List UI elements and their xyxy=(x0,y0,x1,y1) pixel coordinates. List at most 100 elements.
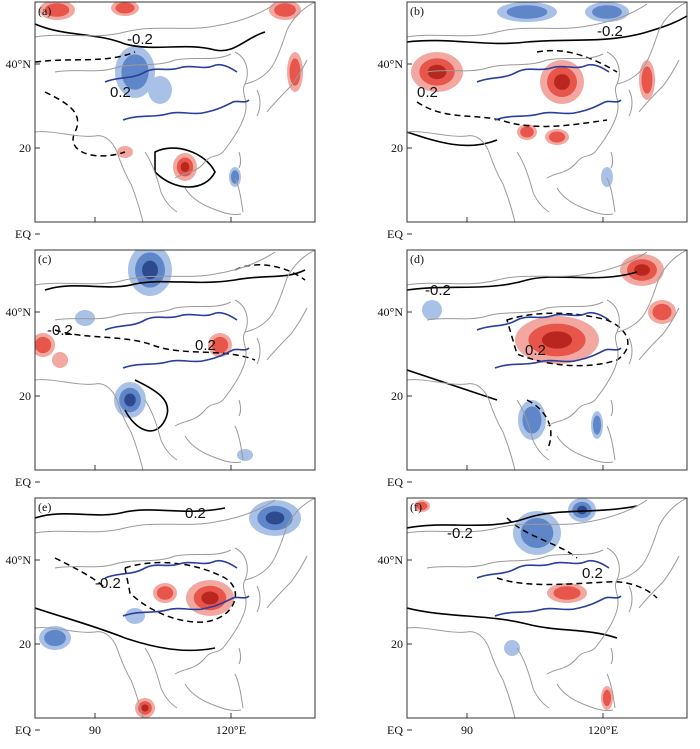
negative-anomaly-region xyxy=(237,449,253,461)
positive-contour xyxy=(407,505,638,529)
panel-frame xyxy=(406,497,688,719)
positive-anomaly-region xyxy=(639,60,655,100)
lat-label: 20 xyxy=(391,389,403,403)
positive-contour xyxy=(407,607,618,639)
positive-anomaly-region xyxy=(52,352,68,368)
positive-anomaly-region xyxy=(515,316,599,364)
panel-frame xyxy=(406,1,688,223)
positive-anomaly-region xyxy=(208,333,232,357)
panel-b: 0.2 -0.2 (b) 40°N 20 EQ xyxy=(378,1,688,241)
positive-anomaly-region xyxy=(173,153,197,181)
panel-c: 0.2 -0.2 (c) 40°N 20 EQ xyxy=(6,249,316,489)
positive-contour xyxy=(44,269,306,291)
negative-anomaly-region xyxy=(39,626,71,650)
negative-anomaly-region xyxy=(125,608,145,624)
lon-label: 120°E xyxy=(216,723,246,737)
positive-contour xyxy=(35,607,216,652)
positive-contour xyxy=(407,271,638,291)
negative-anomaly-region xyxy=(504,640,520,656)
panel-d: 0.2 -0.2 (d) 40°N 20 EQ xyxy=(378,249,688,489)
negative-anomaly-region xyxy=(128,250,172,296)
positive-anomaly-region xyxy=(39,2,75,20)
lat-label: 20 xyxy=(19,141,31,155)
positive-anomaly-region xyxy=(601,686,613,710)
positive-anomaly-region xyxy=(414,500,430,512)
lon-label: 90 xyxy=(89,723,101,737)
positive-anomaly-region xyxy=(411,52,463,92)
positive-anomaly-region xyxy=(517,124,537,140)
positive-anomaly-region xyxy=(186,580,234,616)
negative-anomaly-region xyxy=(591,411,603,439)
panel-frame xyxy=(34,1,316,223)
negative-anomaly-region xyxy=(585,2,629,22)
panel-label: (d) xyxy=(410,252,424,266)
lat-label: EQ xyxy=(387,723,403,737)
positive-contour xyxy=(407,15,687,45)
panel-frame xyxy=(406,249,688,471)
contour-label-positive: 0.2 xyxy=(195,337,216,354)
contour-label-negative: -0.2 xyxy=(127,31,153,48)
lat-label: EQ xyxy=(15,723,31,737)
lat-label: 40°N xyxy=(378,57,404,71)
positive-anomaly-region xyxy=(547,583,587,603)
lat-label: EQ xyxy=(15,475,31,489)
negative-contour xyxy=(536,49,618,73)
lat-label: 40°N xyxy=(6,57,32,71)
negative-contour xyxy=(234,264,306,281)
negative-contour xyxy=(526,399,552,451)
negative-contour xyxy=(506,517,578,559)
contour-label-negative: -0.2 xyxy=(597,23,623,40)
positive-anomaly-region xyxy=(540,60,584,104)
positive-contour xyxy=(35,507,226,519)
lon-label: 90 xyxy=(461,723,473,737)
negative-anomaly-region xyxy=(601,167,613,187)
panel-e: 0.2 -0.2 (e) 40°N 20 EQ 90 120°E xyxy=(6,497,316,737)
negative-anomaly-region xyxy=(518,400,546,440)
negative-anomaly-region xyxy=(513,511,561,555)
negative-contour xyxy=(44,91,126,157)
positive-anomaly-region xyxy=(153,583,177,603)
panel-label: (f) xyxy=(410,500,422,514)
lat-label: 20 xyxy=(19,637,31,651)
positive-contour xyxy=(124,379,169,432)
negative-contour xyxy=(416,101,608,128)
negative-contour xyxy=(54,557,106,589)
contour-label-positive: 0.2 xyxy=(110,84,131,101)
negative-anomaly-region xyxy=(115,46,155,98)
lat-label: 40°N xyxy=(6,553,32,567)
lat-label: EQ xyxy=(387,227,403,241)
positive-anomaly-region xyxy=(620,254,664,286)
lat-label: EQ xyxy=(387,475,403,489)
panel-a: 0.2 -0.2 (a) 40°N 20 EQ xyxy=(6,1,316,241)
negative-anomaly-region xyxy=(249,500,301,536)
positive-contour xyxy=(407,369,498,401)
panel-frame xyxy=(34,497,316,719)
positive-contour xyxy=(407,131,498,147)
panel-label: (b) xyxy=(410,4,424,18)
panel-frame xyxy=(34,249,316,471)
positive-anomaly-region xyxy=(648,300,676,324)
negative-contour xyxy=(35,51,136,63)
lon-label: 120°E xyxy=(588,723,618,737)
negative-anomaly-region xyxy=(422,300,442,320)
negative-contour xyxy=(124,561,236,623)
panel-label: (e) xyxy=(38,500,51,514)
negative-contour xyxy=(496,577,658,599)
lat-label: 40°N xyxy=(378,305,404,319)
positive-contour xyxy=(154,147,216,188)
contour-label-negative: -0.2 xyxy=(47,322,73,339)
negative-anomaly-region xyxy=(497,2,557,22)
contour-label-positive: 0.2 xyxy=(417,84,438,101)
lat-label: 20 xyxy=(391,637,403,651)
lat-label: 40°N xyxy=(378,553,404,567)
lat-label: 20 xyxy=(19,389,31,403)
contour-label-positive: 0.2 xyxy=(185,505,206,522)
negative-anomaly-region xyxy=(114,382,146,418)
panel-label: (a) xyxy=(38,4,51,18)
negative-anomaly-region xyxy=(75,310,95,326)
panel-f: 0.2 -0.2 (f) 40°N 20 EQ 90 120°E xyxy=(378,497,688,737)
contour-label-negative: -0.2 xyxy=(425,282,451,299)
contour-label-positive: 0.2 xyxy=(525,342,546,359)
lat-label: 20 xyxy=(391,141,403,155)
negative-anomaly-region xyxy=(568,498,596,522)
